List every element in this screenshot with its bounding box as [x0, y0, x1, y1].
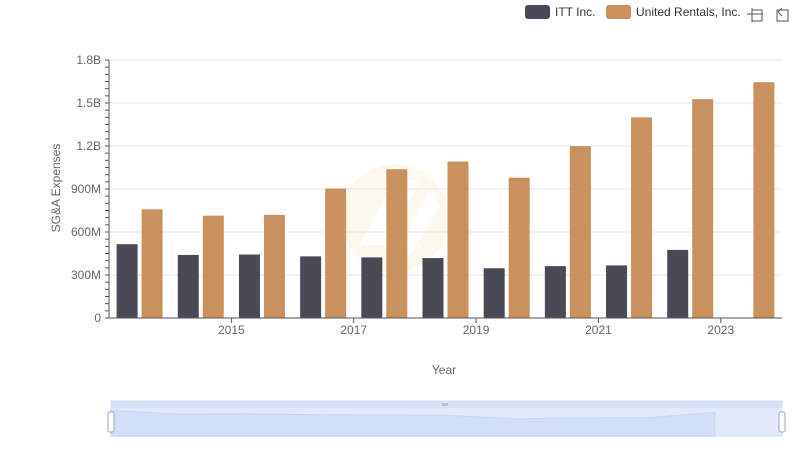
bar-itt-2023[interactable] — [667, 249, 689, 318]
y-tick-label: 600M — [71, 225, 101, 239]
bar-itt-2020[interactable] — [483, 268, 505, 318]
y-axis: 0 300M 600M 900M 1.2B 1.5B 1.8B — [71, 53, 110, 325]
zoom-selected-window — [111, 408, 782, 436]
bar-itt-2019[interactable] — [422, 258, 444, 318]
legend-item-united-rentals[interactable]: United Rentals, Inc. — [606, 5, 741, 19]
bar-itt-2021[interactable] — [544, 266, 566, 318]
legend-label-united-rentals: United Rentals, Inc. — [636, 5, 741, 19]
zoom-handle-left[interactable] — [107, 411, 115, 433]
restore-icon[interactable] — [747, 8, 763, 22]
bar-united-rentals-2015[interactable] — [202, 215, 224, 318]
bar-itt-2017[interactable] — [300, 256, 322, 318]
bar-united-rentals-2014[interactable] — [141, 209, 163, 318]
legend-swatch-itt — [525, 5, 550, 19]
bar-itt-2022[interactable] — [606, 265, 628, 318]
bar-united-rentals-2017[interactable] — [325, 188, 347, 318]
bar-united-rentals-2018[interactable] — [386, 169, 408, 318]
x-axis-title: Year — [432, 363, 456, 377]
y-tick-label: 300M — [71, 268, 101, 282]
bar-itt-2016[interactable] — [238, 254, 260, 318]
x-tick-label: 2019 — [463, 323, 490, 337]
y-tick-label: 1.2B — [76, 139, 101, 153]
bar-united-rentals-2023[interactable] — [692, 99, 714, 318]
bar-united-rentals-2016[interactable] — [263, 214, 285, 318]
bar-united-rentals-2022[interactable] — [631, 117, 653, 318]
legend-swatch-united-rentals — [606, 5, 631, 19]
x-axis: 2015 2017 2019 2021 2023 — [109, 317, 782, 337]
legend-label-itt: ITT Inc. — [555, 5, 595, 19]
bar-united-rentals-2019[interactable] — [447, 161, 469, 318]
y-tick-label: 900M — [71, 182, 101, 196]
x-tick-label: 2023 — [707, 323, 734, 337]
x-tick-label: 2017 — [340, 323, 367, 337]
bar-itt-2015[interactable] — [177, 254, 199, 318]
zoom-reset-icon[interactable] — [776, 7, 789, 22]
bar-united-rentals-2021[interactable] — [569, 146, 591, 318]
zoom-handle-right[interactable] — [778, 411, 786, 433]
bar-itt-2018[interactable] — [361, 257, 383, 318]
bar-united-rentals-2024[interactable] — [753, 82, 775, 318]
bar-united-rentals-2020[interactable] — [508, 177, 530, 318]
bar-itt-2014[interactable] — [116, 244, 138, 318]
y-tick-label: 0 — [94, 311, 101, 325]
legend: ITT Inc. United Rentals, Inc. — [525, 5, 741, 19]
y-axis-title: SG&A Expenses — [49, 144, 63, 233]
x-tick-label: 2021 — [585, 323, 612, 337]
zoom-grip-icon[interactable] — [442, 403, 448, 406]
y-tick-label: 1.5B — [76, 96, 101, 110]
data-zoom-slider[interactable] — [107, 400, 786, 437]
y-tick-label: 1.8B — [76, 53, 101, 67]
legend-item-itt[interactable]: ITT Inc. — [525, 5, 595, 19]
x-tick-label: 2015 — [218, 323, 245, 337]
bars — [116, 82, 775, 318]
